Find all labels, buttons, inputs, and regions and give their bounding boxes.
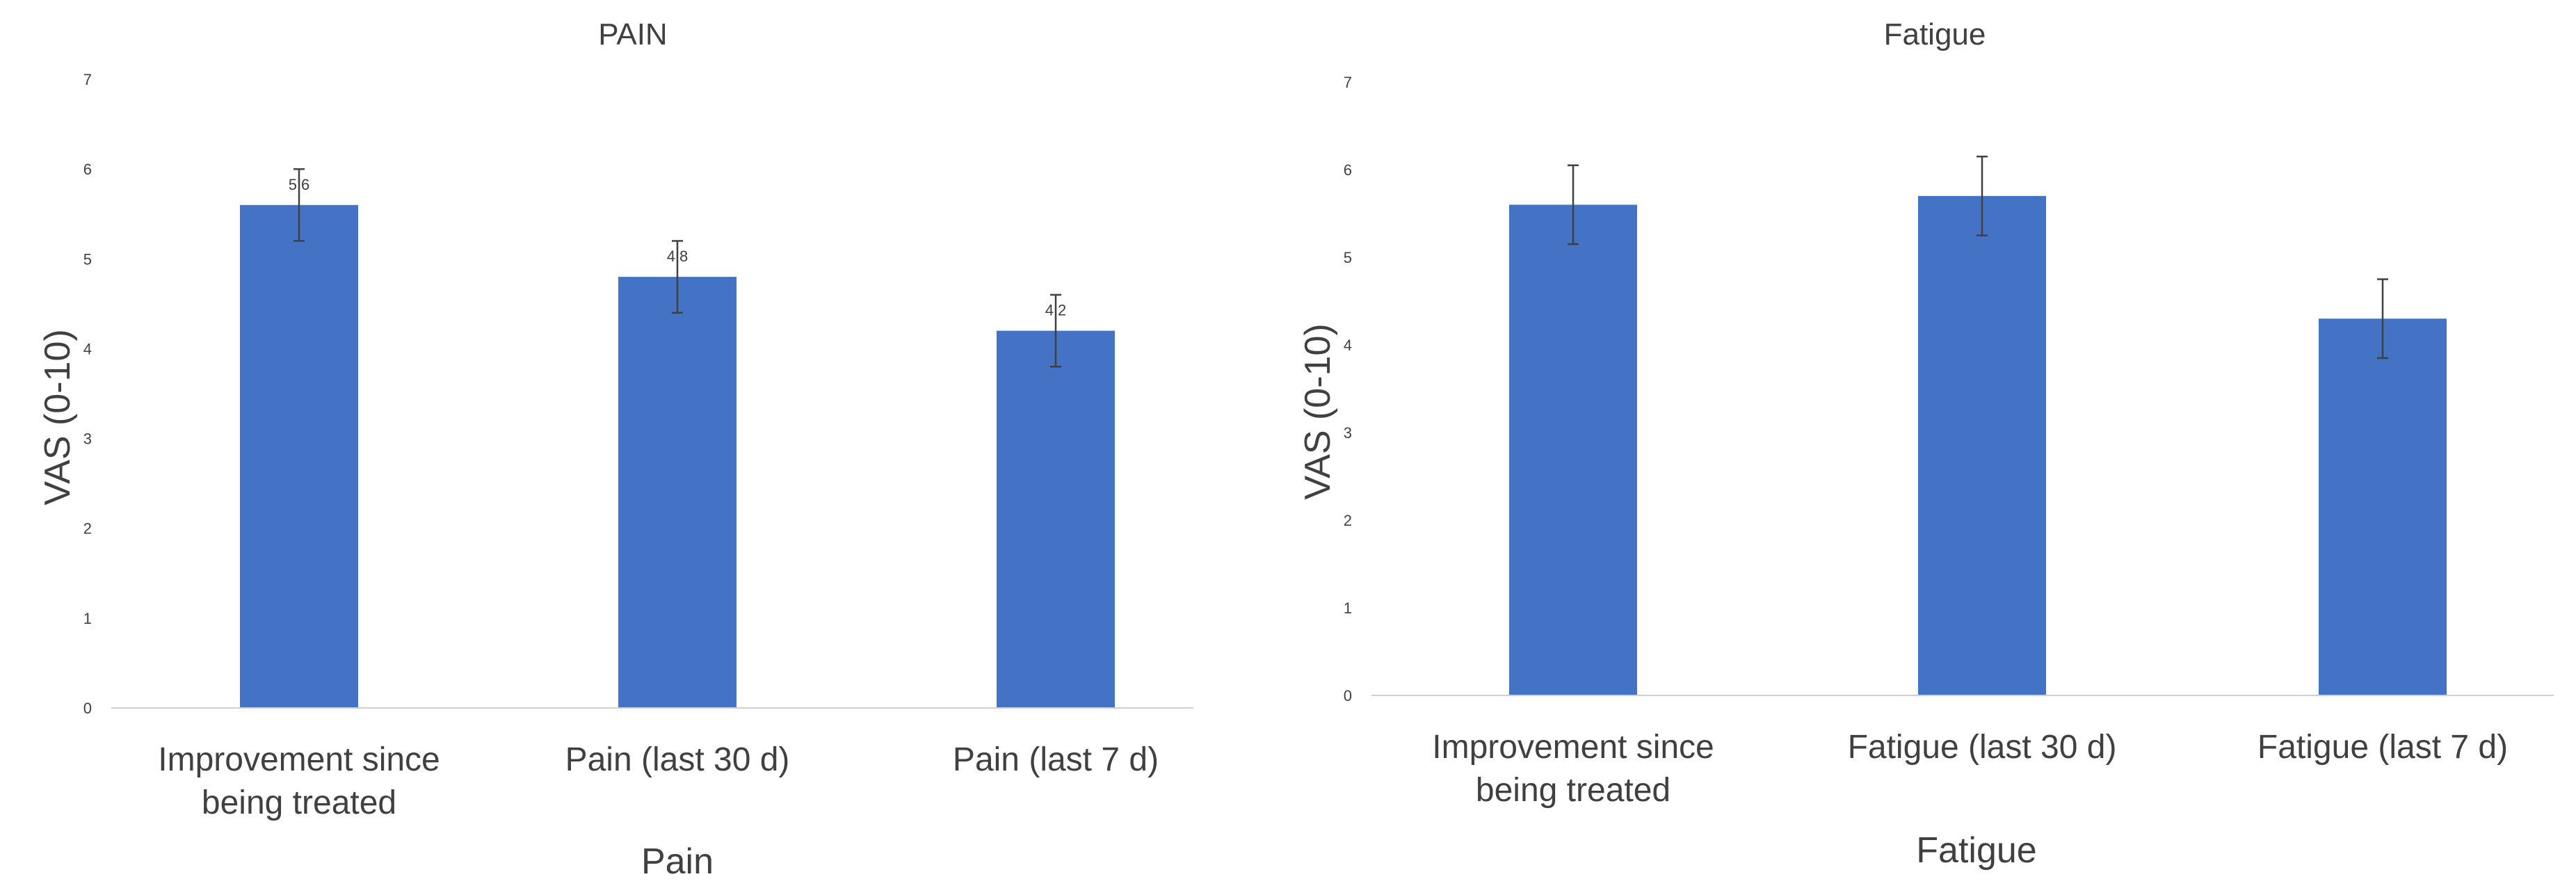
y-tick-label: 7 [83, 71, 92, 88]
x-tick-label: Pain (last 30 d) [565, 741, 790, 778]
error-bar [2377, 278, 2388, 360]
data-label: 5.6 [289, 176, 310, 193]
y-tick-label: 6 [83, 161, 92, 178]
x-tick-label: Fatigue (last 7 d) [2257, 729, 2508, 766]
y-axis-label: VAS (0-10) [38, 329, 78, 505]
y-tick-label: 0 [83, 700, 92, 717]
x-axis-label: Fatigue [1916, 830, 2036, 871]
error-bars [1568, 155, 2388, 360]
y-tick-label: 5 [83, 250, 92, 268]
y-tick-label: 5 [1344, 249, 1352, 266]
bar [997, 330, 1115, 709]
x-ticks: Improvement since being treated Pain (last… [158, 741, 1159, 821]
x-tick-label: Improvement since being treated [158, 741, 440, 821]
y-ticks: 0 1 2 3 4 5 6 7 [1344, 74, 1352, 704]
x-axis-label: Pain [641, 841, 714, 882]
y-tick-label: 0 [1344, 687, 1352, 704]
y-tick-label: 1 [83, 610, 92, 627]
bar [1509, 204, 1637, 695]
error-bar [1977, 155, 1988, 236]
chart-title: Fatigue [1884, 17, 1986, 51]
x-tick-label: Pain (last 7 d) [953, 741, 1159, 778]
y-tick-label: 3 [1344, 424, 1352, 442]
data-labels: 5.6 4.8 4.2 [289, 176, 1067, 319]
bars [1509, 195, 2447, 695]
bars [240, 204, 1115, 709]
chart-title: PAIN [598, 17, 667, 51]
y-tick-label: 4 [83, 340, 92, 357]
y-tick-label: 7 [1344, 74, 1352, 91]
y-ticks: 0 1 2 3 4 5 6 7 [83, 71, 92, 717]
error-bars [293, 168, 1061, 368]
y-axis-label: VAS (0-10) [1298, 323, 1338, 499]
error-bar [293, 168, 305, 242]
error-bar [1568, 164, 1579, 245]
y-tick-label: 2 [1344, 512, 1352, 529]
bar [1918, 195, 2046, 695]
bar [618, 277, 736, 709]
data-label: 4.8 [667, 248, 689, 265]
y-tick-label: 3 [83, 430, 92, 448]
bar [240, 204, 358, 708]
y-tick-label: 1 [1344, 599, 1352, 617]
error-bar [1050, 293, 1061, 368]
error-bar [672, 240, 683, 314]
fatigue-chart: Fatigue VAS (0-10) Fatigue 0 1 2 3 4 5 6 7 Impr… [1298, 17, 2554, 871]
y-tick-label: 6 [1344, 161, 1352, 179]
x-tick-label: Fatigue (last 30 d) [1848, 729, 2117, 766]
data-label: 4.2 [1045, 302, 1067, 319]
y-tick-label: 2 [83, 520, 92, 538]
y-tick-label: 4 [1344, 337, 1352, 354]
x-tick-label: Improvement since being treated [1432, 729, 1714, 809]
bar [2319, 319, 2447, 695]
x-ticks: Improvement since being treated Fatigue (l… [1432, 729, 2508, 809]
